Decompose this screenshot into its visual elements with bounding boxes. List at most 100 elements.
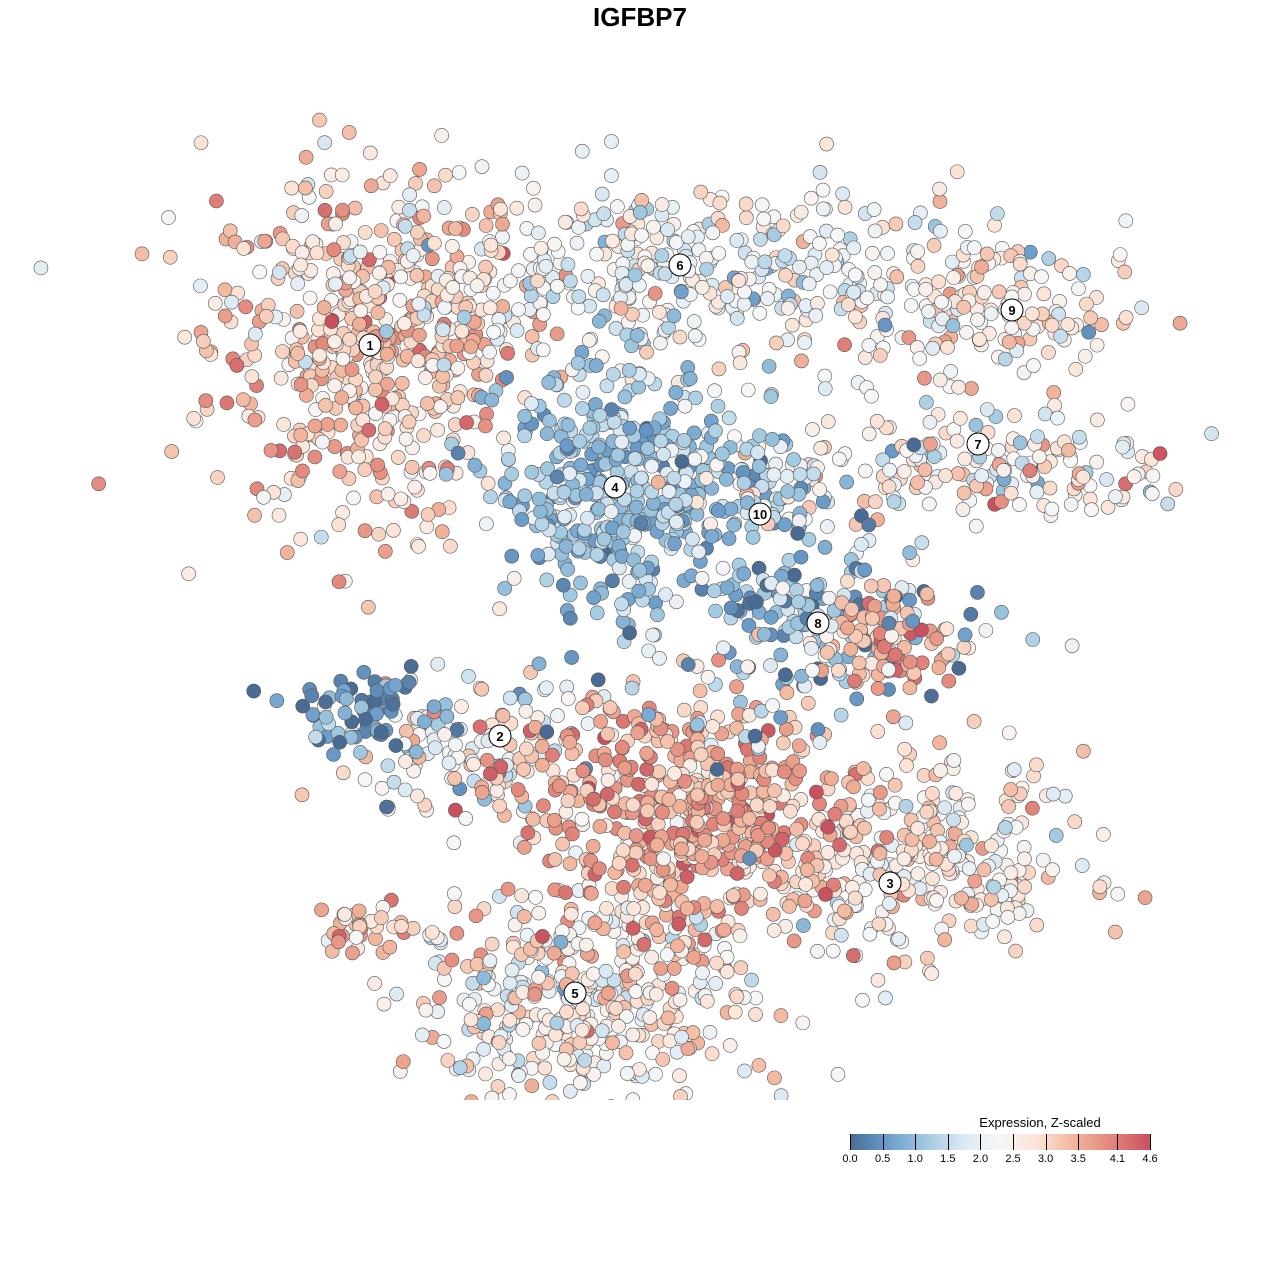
data-point bbox=[419, 519, 435, 535]
data-point bbox=[497, 581, 512, 596]
data-point bbox=[846, 779, 861, 795]
data-point bbox=[564, 650, 579, 665]
data-point bbox=[441, 755, 457, 771]
data-point bbox=[410, 788, 425, 804]
data-point bbox=[763, 389, 779, 404]
data-point bbox=[833, 707, 849, 723]
cluster-label-text: 4 bbox=[611, 480, 619, 495]
data-point bbox=[569, 235, 585, 251]
data-point bbox=[705, 225, 721, 241]
data-point bbox=[614, 740, 630, 755]
data-point bbox=[549, 469, 565, 485]
data-point bbox=[397, 782, 413, 798]
data-point bbox=[293, 531, 308, 547]
data-point bbox=[219, 395, 235, 411]
data-point bbox=[458, 811, 473, 826]
cluster-label-marker bbox=[966, 432, 990, 456]
data-point bbox=[729, 679, 744, 694]
data-point bbox=[574, 811, 590, 827]
data-point bbox=[504, 962, 520, 978]
data-point bbox=[644, 949, 660, 965]
data-point bbox=[1126, 469, 1142, 485]
data-point bbox=[439, 709, 455, 724]
data-point bbox=[401, 414, 417, 430]
data-point bbox=[578, 937, 594, 953]
data-point bbox=[925, 786, 940, 801]
data-point bbox=[378, 544, 393, 559]
data-point bbox=[367, 976, 382, 991]
data-point bbox=[912, 351, 928, 366]
cluster-label-text: 3 bbox=[886, 876, 893, 891]
data-point bbox=[891, 931, 906, 947]
cluster-label-1: 1 bbox=[358, 333, 382, 357]
data-point bbox=[871, 916, 887, 932]
data-point bbox=[786, 452, 801, 467]
data-point bbox=[994, 494, 1009, 510]
data-point bbox=[957, 451, 973, 467]
data-point bbox=[1001, 334, 1017, 350]
data-point bbox=[537, 1060, 553, 1076]
data-point bbox=[780, 300, 796, 316]
data-point bbox=[367, 284, 383, 299]
data-point bbox=[530, 273, 545, 289]
data-point bbox=[454, 699, 469, 714]
data-point bbox=[764, 432, 780, 447]
data-point bbox=[344, 362, 360, 377]
data-point bbox=[830, 1067, 846, 1082]
data-point bbox=[1050, 410, 1065, 426]
data-point bbox=[932, 372, 948, 388]
data-point bbox=[565, 826, 580, 842]
data-point bbox=[797, 893, 813, 909]
data-point bbox=[639, 762, 655, 777]
data-point bbox=[826, 877, 841, 893]
data-point bbox=[585, 838, 601, 854]
data-point bbox=[447, 899, 463, 914]
data-point bbox=[407, 479, 423, 495]
data-point bbox=[411, 296, 427, 312]
data-point bbox=[332, 734, 348, 750]
data-point bbox=[819, 136, 834, 152]
data-point bbox=[405, 248, 421, 263]
data-point bbox=[715, 218, 730, 233]
data-point bbox=[757, 627, 772, 642]
data-point bbox=[577, 1053, 593, 1068]
data-point bbox=[736, 566, 752, 581]
data-point bbox=[831, 663, 846, 678]
data-point bbox=[625, 920, 641, 936]
data-point bbox=[929, 631, 944, 646]
data-point bbox=[695, 965, 710, 981]
data-point bbox=[313, 529, 329, 545]
data-point bbox=[784, 317, 800, 333]
data-point bbox=[589, 246, 605, 262]
data-point bbox=[793, 204, 809, 220]
data-point bbox=[1061, 442, 1076, 458]
data-point bbox=[760, 291, 775, 306]
data-point bbox=[722, 1038, 738, 1053]
data-point bbox=[996, 463, 1011, 478]
data-point bbox=[309, 245, 325, 261]
data-point bbox=[837, 199, 853, 215]
data-point bbox=[809, 784, 824, 800]
data-point bbox=[910, 866, 926, 882]
data-point bbox=[671, 916, 687, 932]
data-point bbox=[732, 355, 748, 371]
data-point bbox=[882, 896, 897, 911]
data-point bbox=[326, 242, 342, 257]
data-point bbox=[944, 254, 960, 270]
data-point bbox=[762, 868, 777, 883]
data-point bbox=[628, 966, 643, 982]
data-point bbox=[730, 771, 746, 787]
data-point bbox=[186, 411, 202, 426]
data-point bbox=[940, 340, 955, 355]
data-point bbox=[741, 811, 757, 826]
legend-tick-label: 2.0 bbox=[972, 1153, 989, 1165]
data-point bbox=[919, 586, 935, 602]
data-point bbox=[647, 286, 663, 301]
data-point bbox=[731, 273, 747, 288]
data-point bbox=[511, 302, 526, 317]
data-point bbox=[859, 290, 875, 306]
data-point bbox=[848, 309, 863, 325]
chart-title: IGFBP7 bbox=[593, 2, 687, 32]
data-point bbox=[276, 417, 291, 432]
data-point bbox=[601, 985, 616, 1001]
